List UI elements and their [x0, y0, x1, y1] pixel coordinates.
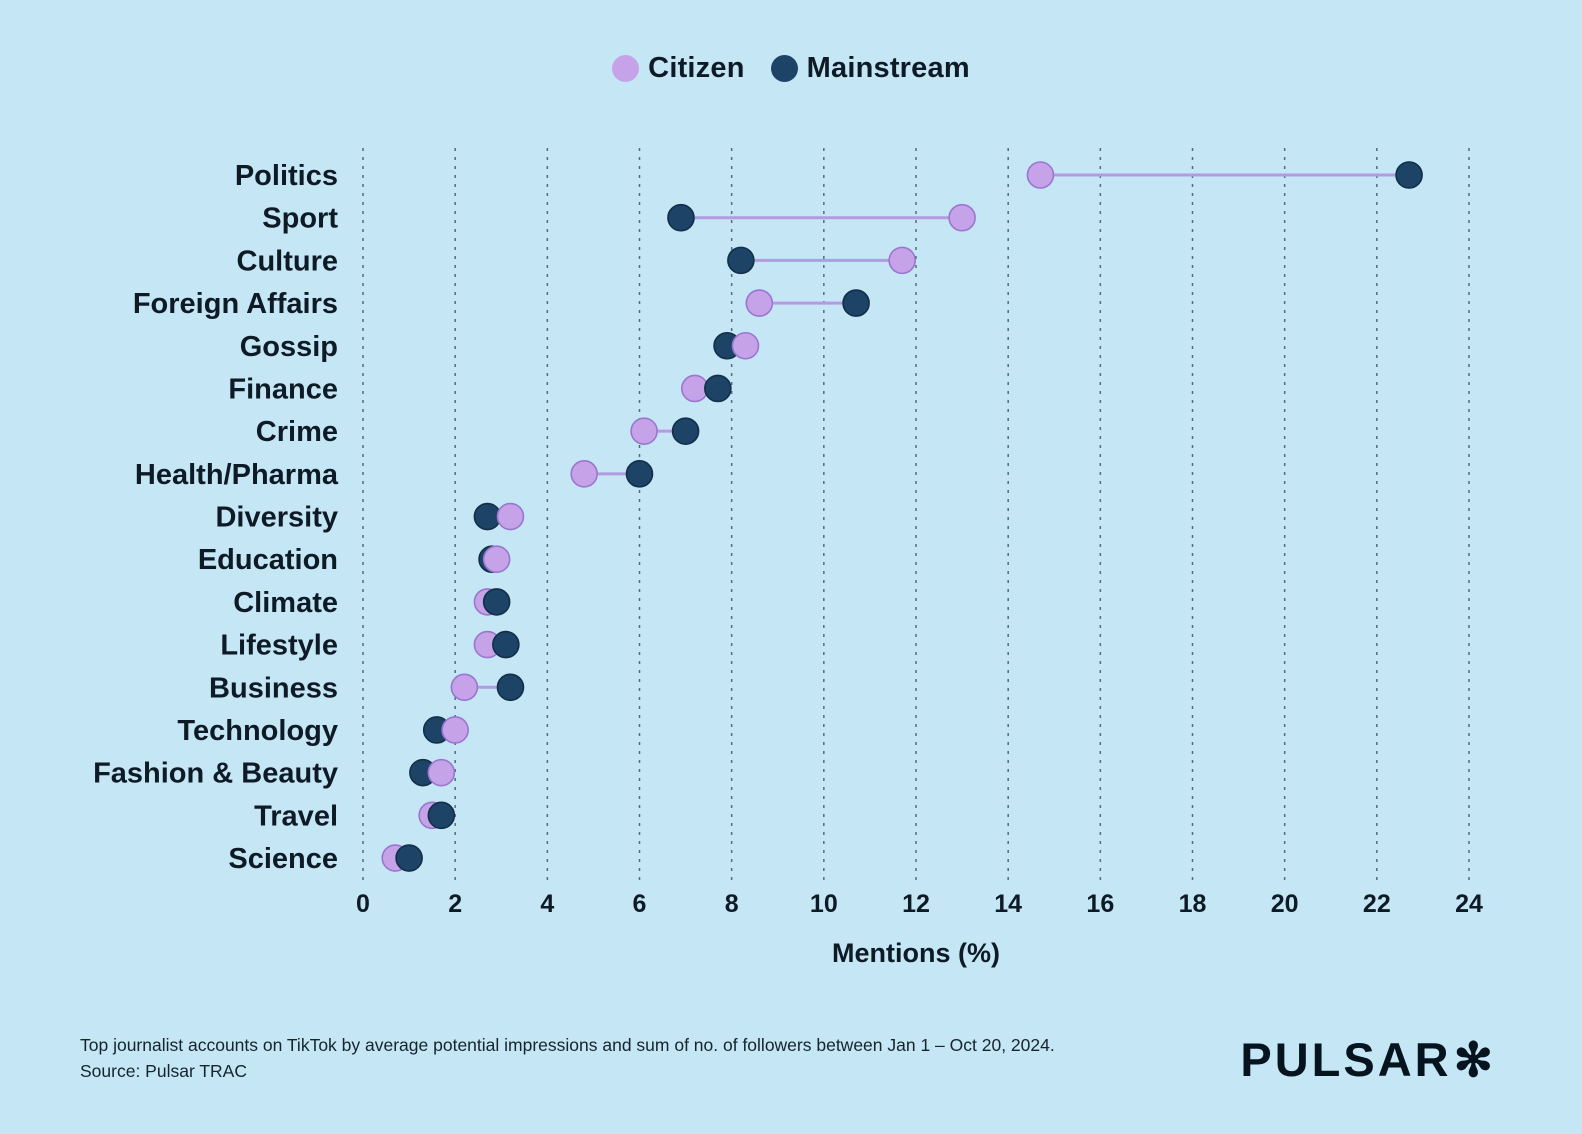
legend-label-mainstream: Mainstream [806, 52, 970, 84]
x-tick-label: 24 [1455, 890, 1483, 918]
category-label: Gossip [240, 331, 338, 363]
x-tick-label: 8 [725, 890, 739, 918]
legend-label-citizen: Citizen [648, 52, 745, 84]
citizen-dot [888, 246, 916, 275]
x-tick-label: 20 [1271, 890, 1299, 918]
mainstream-dot [1395, 161, 1423, 189]
citizen-dot [496, 502, 525, 531]
mainstream-dot [625, 460, 654, 488]
x-tick-label: 12 [902, 890, 930, 918]
chart-legend: Citizen Mainstream [0, 52, 1582, 85]
category-label: Fashion & Beauty [93, 758, 338, 790]
citizen-dot [1026, 161, 1055, 189]
citizen-dot [570, 460, 599, 488]
mainstream-dot [671, 417, 700, 445]
citizen-dot [482, 545, 511, 574]
category-label: Education [198, 544, 338, 576]
x-axis-title: Mentions (%) [832, 938, 1000, 968]
mainstream-dot [427, 801, 456, 830]
mainstream-dot [704, 374, 732, 403]
mainstream-dot [395, 844, 423, 872]
category-label: Climate [233, 587, 338, 619]
mainstream-dot [496, 673, 525, 702]
citizen-dot [630, 417, 658, 445]
category-label: Politics [235, 160, 338, 192]
x-tick-label: 2 [448, 890, 462, 918]
category-label: Business [209, 672, 338, 704]
citizen-dot [745, 289, 774, 317]
category-label: Culture [237, 245, 339, 277]
mainstream-dot [473, 502, 502, 531]
x-tick-label: 16 [1086, 890, 1114, 918]
footnote: Top journalist accounts on TikTok by ave… [80, 1032, 1055, 1085]
category-label: Lifestyle [220, 630, 338, 662]
category-label: Health/Pharma [135, 459, 339, 491]
logo-star-icon: ✻ [1453, 1033, 1496, 1086]
mainstream-dot [727, 246, 755, 275]
category-label: Diversity [215, 502, 338, 534]
mainstream-dot [492, 630, 520, 659]
dumbbell-chart: 0 2 4 6 8 10 12 14 16 18 20 22 24PoliticsSportCultur… [93, 148, 1483, 968]
category-label: Foreign Affairs [133, 288, 338, 320]
footnote-line2: Source: Pulsar TRAC [80, 1061, 247, 1082]
category-label: Travel [254, 800, 338, 832]
category-label: Sport [262, 203, 338, 235]
mainstream-dot-icon [770, 55, 798, 82]
x-tick-label: 22 [1363, 890, 1391, 918]
x-tick-label: 10 [810, 890, 838, 918]
category-label: Technology [177, 715, 338, 747]
category-label: Science [228, 843, 338, 875]
category-label: Crime [256, 416, 338, 448]
citizen-dot [427, 758, 456, 787]
footer: Top journalist accounts on TikTok by ave… [80, 1032, 1496, 1088]
logo-text: PULSAR [1240, 1033, 1452, 1086]
mainstream-dot [667, 203, 695, 232]
x-tick-label: 0 [356, 890, 370, 918]
footnote-line1: Top journalist accounts on TikTok by ave… [80, 1035, 1055, 1055]
x-tick-label: 4 [540, 890, 554, 918]
x-tick-label: 18 [1179, 890, 1207, 918]
mainstream-dot [842, 289, 870, 317]
citizen-dot-icon [612, 55, 640, 82]
x-tick-label: 14 [994, 890, 1022, 918]
citizen-dot [680, 374, 709, 403]
citizen-dot [731, 331, 760, 360]
citizen-dot [948, 203, 976, 232]
legend-item-mainstream: Mainstream [770, 52, 970, 85]
legend-item-citizen: Citizen [612, 52, 744, 85]
pulsar-logo: PULSAR✻ [1240, 1032, 1496, 1088]
x-tick-label: 6 [633, 890, 647, 918]
mainstream-dot [482, 588, 511, 616]
category-label: Finance [228, 373, 338, 405]
citizen-dot [450, 673, 479, 702]
citizen-dot [441, 716, 469, 744]
